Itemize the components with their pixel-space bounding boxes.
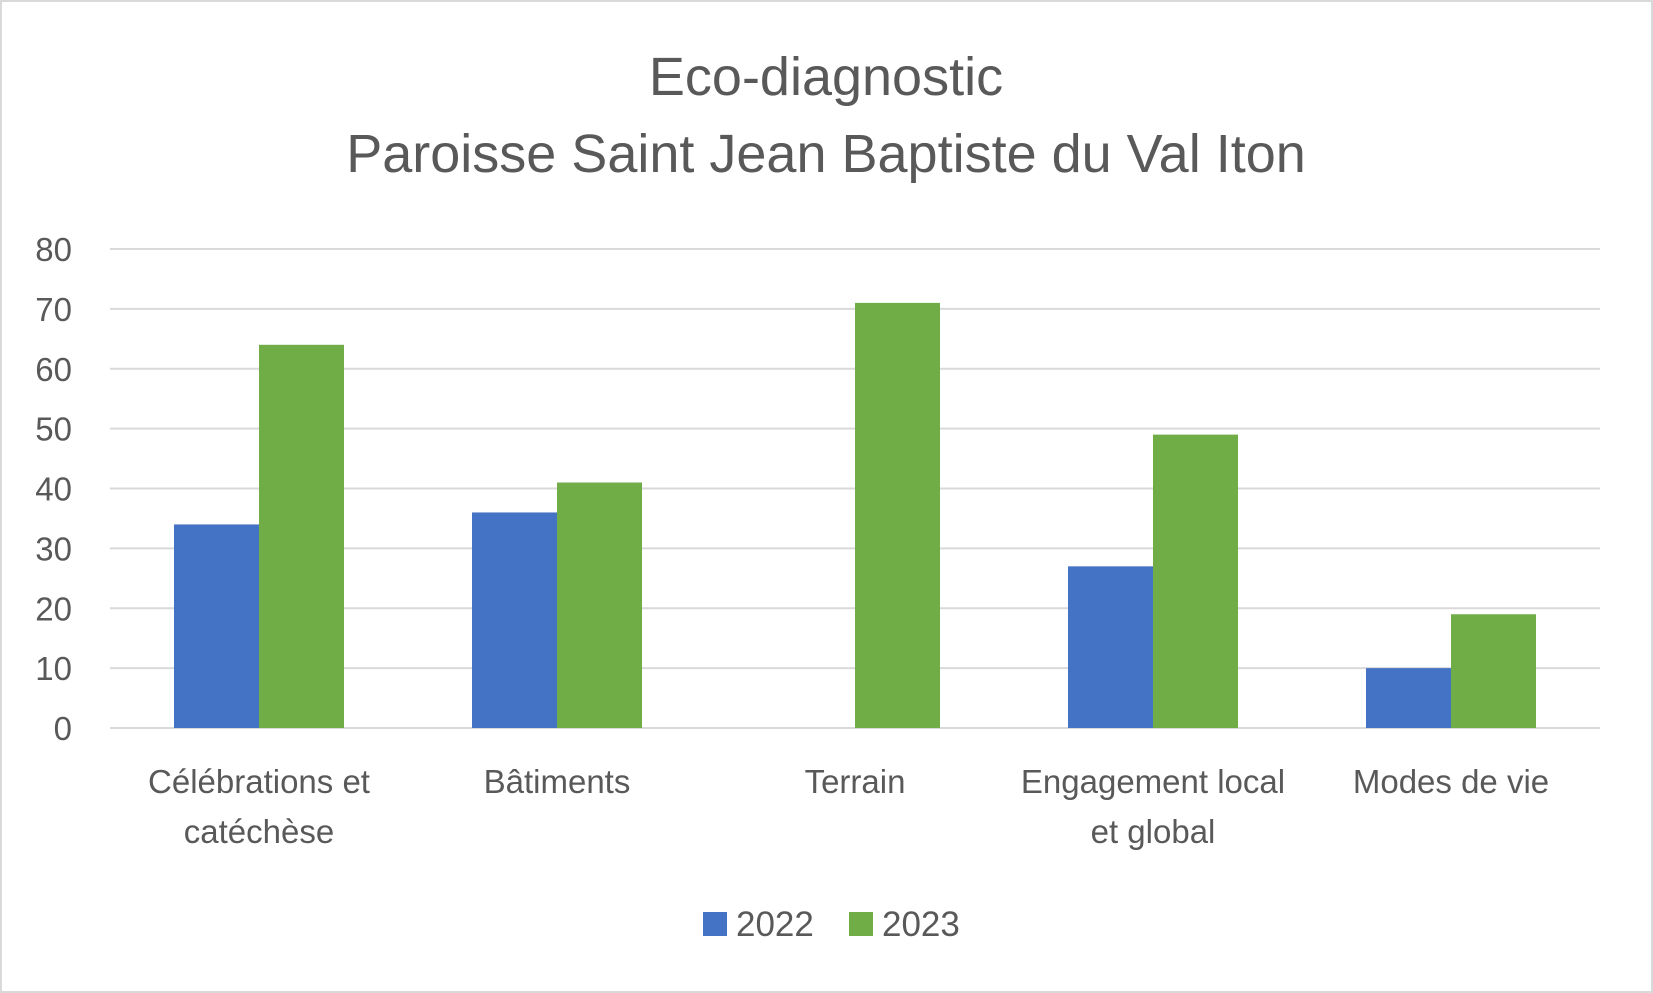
x-category-label: Modes de vie [1353,763,1549,800]
legend-label-2022: 2022 [736,905,814,944]
legend-swatch-2022 [703,912,727,936]
bar-2023-2 [855,302,940,728]
y-tick-label: 10 [35,650,72,687]
y-tick-label: 20 [35,590,72,627]
bar-2022-1 [472,512,557,728]
y-tick-label: 70 [35,291,72,328]
y-axis-ticks: 0 10 20 30 40 50 60 70 80 [35,231,72,747]
y-tick-label: 0 [54,710,72,747]
legend-swatch-2023 [849,912,873,936]
y-tick-label: 40 [35,471,72,508]
x-category-label: Bâtiments [484,763,631,800]
x-category-label: Terrain [805,763,906,800]
bar-2022-0 [174,524,259,728]
legend: 2022 2023 [703,905,960,944]
y-tick-label: 80 [35,231,72,268]
y-tick-label: 60 [35,351,72,388]
x-category-label: Célébrations et [148,763,370,800]
legend-label-2023: 2023 [882,905,960,944]
x-axis-labels: Célébrations et catéchèse Bâtiments Terrain… [148,763,1549,850]
chart-title: Eco-diagnostic Paroisse Saint Jean Bapti… [346,47,1306,184]
bar-2023-0 [259,344,344,728]
bar-2022-3 [1068,566,1153,728]
bars [174,302,1536,728]
bar-2023-4 [1451,614,1536,728]
x-category-label: catéchèse [184,813,334,850]
bar-2023-1 [557,482,642,728]
chart-title-line-1: Eco-diagnostic [649,47,1003,107]
x-category-label: et global [1091,813,1216,850]
bar-2022-4 [1366,668,1451,728]
y-tick-label: 30 [35,530,72,567]
x-category-label: Engagement local [1021,763,1285,800]
y-tick-label: 50 [35,411,72,448]
chart-title-line-2: Paroisse Saint Jean Baptiste du Val Iton [346,124,1306,184]
bar-2023-3 [1153,434,1238,728]
